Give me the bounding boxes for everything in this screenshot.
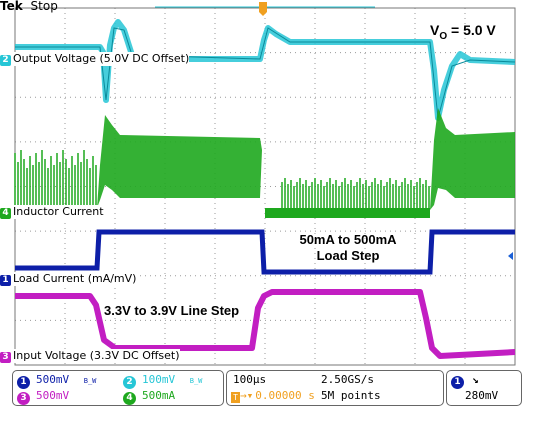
channel-2-setting[interactable]: 2 100mV B_W — [123, 373, 202, 389]
trigger-marker-icon — [259, 2, 267, 16]
scope-status-header: Tek Stop — [0, 0, 58, 13]
trigger-channel-icon: 1 — [451, 376, 464, 389]
input-voltage-label: 3 Input Voltage (3.3V DC Offset) — [0, 349, 180, 363]
vout-symbol: V — [430, 22, 440, 38]
channel-2-icon: 2 — [123, 376, 136, 389]
trigger-level-arrow-icon — [508, 252, 513, 260]
output-voltage-text: Output Voltage (5.0V DC Offset) — [13, 52, 190, 65]
trace-markers — [155, 2, 513, 260]
line-step-annotation: 3.3V to 3.9V Line Step — [104, 303, 240, 318]
trigger-position: T →▾ 0.00000 s — [231, 389, 315, 403]
trigger-position-icon: T — [231, 392, 240, 403]
load-step-line-2: Load Step — [316, 248, 380, 263]
channel-3-marker: 3 — [0, 352, 11, 363]
channel-1-marker: 1 — [0, 275, 11, 286]
channel-4-scale: 500mA — [142, 389, 176, 402]
sample-rate: 2.50GS/s — [321, 373, 374, 386]
inductor-current-high-band-2 — [430, 108, 515, 210]
inductor-current-ripple-mid — [281, 178, 430, 212]
channel-4-icon: 4 — [123, 392, 136, 405]
channel-3-icon: 3 — [17, 392, 30, 405]
channel-settings-panel[interactable]: 1 500mV B_W 2 100mV B_W 3 500mV 4 500mA — [12, 370, 224, 406]
trigger-source: 1 ↘ — [451, 373, 479, 389]
channel-3-scale: 500mV — [36, 389, 70, 402]
trigger-level: 280mV — [465, 389, 499, 402]
channel-1-scale: 500mV — [36, 373, 70, 386]
time-per-division: 100µs — [233, 373, 267, 386]
channel-2-scale: 100mV — [142, 373, 176, 386]
channel-3-setting[interactable]: 3 500mV — [17, 389, 69, 405]
arrow-right-icon: →▾ — [240, 389, 254, 402]
channel-4-setting[interactable]: 4 500mA — [123, 389, 175, 405]
channel-2-bw-icon: B_W — [189, 377, 203, 385]
input-voltage-text: Input Voltage (3.3V DC Offset) — [13, 349, 180, 362]
channel-2-marker: 2 — [0, 55, 11, 66]
vout-value: = 5.0 V — [447, 22, 496, 38]
load-step-annotation: 50mA to 500mA Load Step — [288, 232, 408, 264]
inductor-current-label: 4 Inductor Current — [0, 205, 104, 219]
input-voltage-trace — [15, 289, 516, 359]
record-length: 5M points — [321, 389, 381, 402]
trigger-panel[interactable]: 1 ↘ 280mV — [446, 370, 522, 406]
channel-1-bw-icon: B_W — [83, 377, 97, 385]
falling-edge-icon: ↘ — [472, 373, 479, 386]
load-step-line-1: 50mA to 500mA — [299, 232, 397, 247]
channel-1-icon: 1 — [17, 376, 30, 389]
inductor-current-text: Inductor Current — [13, 205, 104, 218]
brand-label: Tek — [0, 0, 23, 13]
acquisition-state: Stop — [30, 0, 58, 13]
output-voltage-label: 2 Output Voltage (5.0V DC Offset) — [0, 52, 190, 66]
status-bar: 1 500mV B_W 2 100mV B_W 3 500mV 4 500mA 100µ… — [0, 368, 533, 421]
trigger-position-value: 0.00000 s — [255, 389, 315, 402]
load-current-trace — [15, 229, 515, 275]
timebase-panel[interactable]: 100µs 2.50GS/s T →▾ 0.00000 s 5M points — [226, 370, 444, 406]
inductor-current-high-band — [97, 115, 262, 208]
vout-annotation: VO = 5.0 V — [430, 22, 496, 42]
channel-1-setting[interactable]: 1 500mV B_W — [17, 373, 96, 389]
channel-4-marker: 4 — [0, 208, 11, 219]
vout-subscript: O — [439, 30, 448, 42]
inductor-current-ripple-low — [14, 150, 97, 208]
output-voltage-trace-core — [15, 27, 516, 119]
load-current-label: 1 Load Current (mA/mV) — [0, 272, 137, 286]
load-current-text: Load Current (mA/mV) — [13, 272, 137, 285]
